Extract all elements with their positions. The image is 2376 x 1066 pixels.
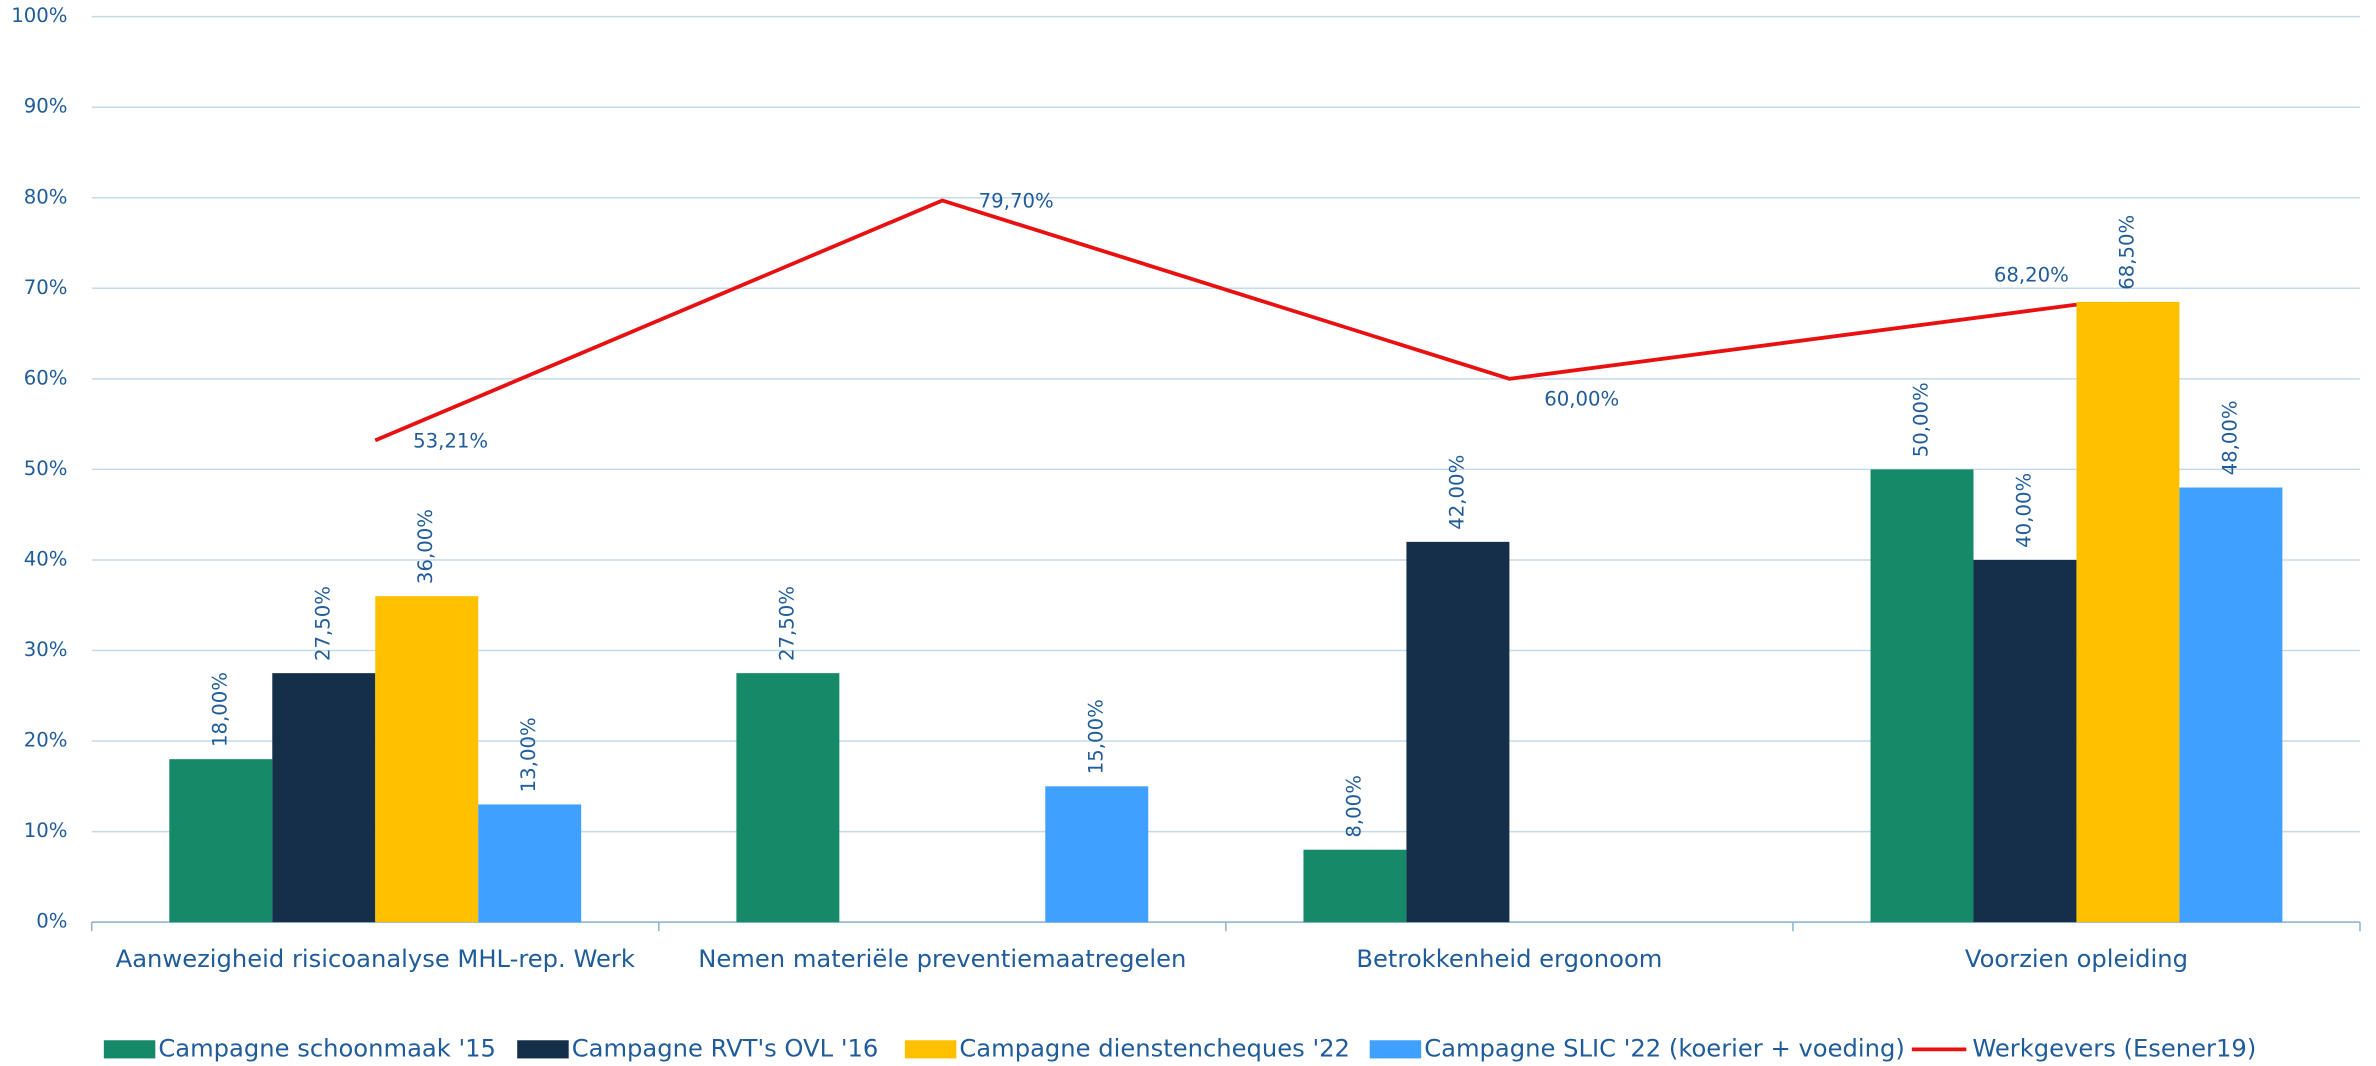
bar-value-label: 50,00% xyxy=(1910,382,1933,457)
bar xyxy=(2179,487,2283,923)
bar xyxy=(1045,786,1149,923)
line-value-label: 60,00% xyxy=(1544,388,1619,411)
y-tick-label: 50% xyxy=(24,457,68,480)
y-tick-label: 10% xyxy=(24,819,68,842)
legend-label: Campagne schoonmaak '15 xyxy=(158,1034,496,1062)
bar-value-label: 8,00% xyxy=(1342,775,1365,838)
bar xyxy=(1406,541,1510,923)
y-tick-label: 90% xyxy=(24,95,68,118)
line-value-label: 53,21% xyxy=(413,429,488,452)
line-value-label: 68,20% xyxy=(1994,263,2069,286)
bar xyxy=(736,673,840,923)
bar xyxy=(2076,301,2180,923)
legend-label: Campagne SLIC '22 (koerier + voeding) xyxy=(1424,1034,1905,1062)
bar-value-label: 48,00% xyxy=(2218,400,2241,475)
bar xyxy=(169,759,273,923)
legend-swatch xyxy=(1369,1040,1422,1059)
bar xyxy=(1973,559,2077,923)
bar-value-label: 42,00% xyxy=(1445,455,1468,530)
bar-value-label: 27,50% xyxy=(311,586,334,661)
legend-label: Werkgevers (Esener19) xyxy=(1972,1034,2256,1062)
y-tick-label: 60% xyxy=(24,366,68,389)
bar-value-label: 13,00% xyxy=(517,717,540,792)
legend-swatch xyxy=(904,1040,957,1059)
bar-value-label: 15,00% xyxy=(1084,699,1107,774)
bar xyxy=(1303,849,1407,923)
x-tick-label: Betrokkenheid ergonoom xyxy=(1356,945,1662,973)
y-tick-label: 40% xyxy=(24,547,68,570)
x-tick-label: Voorzien opleiding xyxy=(1965,945,2188,973)
bar-value-label: 68,50% xyxy=(2115,215,2138,290)
y-tick-label: 20% xyxy=(24,729,68,752)
legend-label: Campagne RVT's OVL '16 xyxy=(572,1034,879,1062)
line-value-label: 79,70% xyxy=(979,189,1054,212)
y-tick-label: 0% xyxy=(36,910,67,933)
bar xyxy=(1870,469,1974,923)
bar-value-label: 40,00% xyxy=(2012,473,2035,548)
bar-value-label: 36,00% xyxy=(414,509,437,584)
bar xyxy=(272,673,376,923)
y-tick-label: 30% xyxy=(24,638,68,661)
x-tick-label: Aanwezigheid risicoanalyse MHL-rep. Werk xyxy=(116,945,635,973)
y-tick-label: 70% xyxy=(24,276,68,299)
legend-swatch xyxy=(517,1040,569,1059)
x-tick-label: Nemen materiële preventiemaatregelen xyxy=(698,945,1186,973)
line xyxy=(374,198,2077,443)
legend-swatch xyxy=(103,1040,156,1059)
bar xyxy=(478,804,582,923)
bar-value-label: 18,00% xyxy=(208,672,231,747)
bar xyxy=(375,596,479,923)
bar-value-label: 27,50% xyxy=(775,586,798,661)
y-tick-label: 100% xyxy=(11,4,67,27)
y-tick-label: 80% xyxy=(24,185,68,208)
legend-label: Campagne dienstencheques '22 xyxy=(959,1034,1350,1062)
